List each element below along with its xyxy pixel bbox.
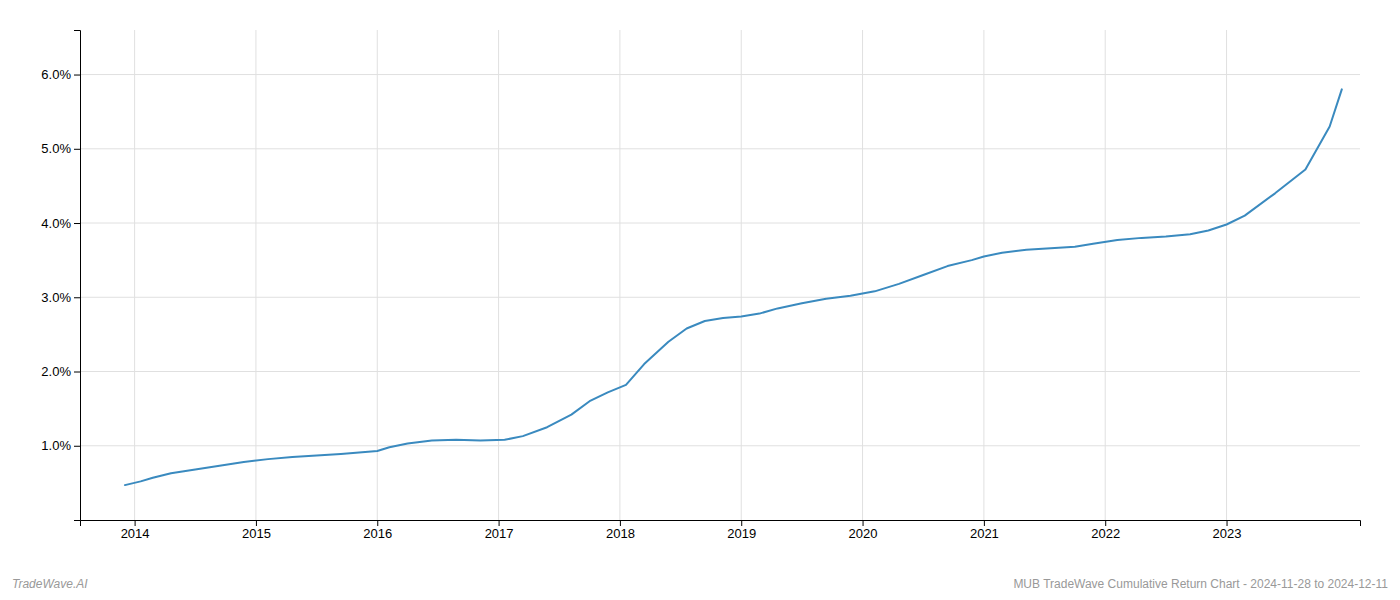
tick-label: 2022 — [1091, 526, 1120, 541]
tick-label: 1.0% — [41, 438, 71, 453]
tick: 2018 — [606, 520, 635, 541]
tick-label: 2023 — [1213, 526, 1242, 541]
grid-line — [862, 30, 863, 520]
tick-mark — [1105, 520, 1106, 526]
tick: 2017 — [485, 520, 514, 541]
tick-mark — [741, 520, 742, 526]
tick-mark — [499, 520, 500, 526]
grid-line — [1226, 30, 1227, 520]
tick-label: 2015 — [242, 526, 271, 541]
tick-label: 2.0% — [41, 364, 71, 379]
tick: 2014 — [121, 520, 150, 541]
watermark: TradeWave.AI — [12, 577, 88, 591]
tick: 2015 — [242, 520, 271, 541]
grid-line — [741, 30, 742, 520]
tick: 3.0% — [41, 290, 80, 305]
tick-label: 2021 — [970, 526, 999, 541]
tick-label: 2017 — [485, 526, 514, 541]
tick-mark — [620, 520, 621, 526]
tick: 2.0% — [41, 364, 80, 379]
tick: 5.0% — [41, 141, 80, 156]
tick-mark — [74, 75, 80, 76]
tick-mark — [863, 520, 864, 526]
tick-label: 4.0% — [41, 216, 71, 231]
tick-label: 2019 — [727, 526, 756, 541]
grid-line — [80, 445, 1360, 446]
tick: 2022 — [1091, 520, 1120, 541]
grid-line — [983, 30, 984, 520]
grid-line — [1105, 30, 1106, 520]
tick-label: 2014 — [121, 526, 150, 541]
tick: 2020 — [849, 520, 878, 541]
tick-mark — [135, 520, 136, 526]
grid-line — [80, 223, 1360, 224]
grid-line — [377, 30, 378, 520]
tick: 2019 — [727, 520, 756, 541]
tick-mark — [74, 297, 80, 298]
tick: 2021 — [970, 520, 999, 541]
line — [125, 89, 1342, 485]
chart: 2014 2015 2016 2017 2018 2019 2020 2021 2022 2023… — [0, 0, 1400, 600]
tick-mark — [74, 223, 80, 224]
tick: 6.0% — [41, 67, 80, 82]
tick-label: 2018 — [606, 526, 635, 541]
tick-mark — [377, 520, 378, 526]
tick-label: 6.0% — [41, 67, 71, 82]
grid-line — [80, 148, 1360, 149]
tick: 2016 — [363, 520, 392, 541]
tick-mark — [74, 149, 80, 150]
x-axis: 2014 2015 2016 2017 2018 2019 2020 2021 2022 2023 — [81, 520, 1361, 541]
tick-label: 5.0% — [41, 141, 71, 156]
tick: 2023 — [1213, 520, 1242, 541]
tick-mark — [984, 520, 985, 526]
grid-line — [498, 30, 499, 520]
grid — [80, 30, 1360, 520]
tick-label: 2016 — [363, 526, 392, 541]
grid-line — [80, 297, 1360, 298]
axis-line — [74, 31, 81, 521]
grid-line — [619, 30, 620, 520]
tick-mark — [1227, 520, 1228, 526]
tick-mark — [256, 520, 257, 526]
tick-label: 3.0% — [41, 290, 71, 305]
title: MUB TradeWave Cumulative Return Chart - … — [1013, 577, 1388, 591]
y-axis: 1.0% 2.0% 3.0% 4.0% 5.0% 6.0% — [41, 31, 80, 521]
tick-mark — [74, 372, 80, 373]
tick-mark — [74, 446, 80, 447]
tick-label: 2020 — [849, 526, 878, 541]
grid-line — [80, 74, 1360, 75]
grid-line — [134, 30, 135, 520]
grid-line — [80, 371, 1360, 372]
series — [125, 89, 1342, 485]
axis-line — [81, 521, 1361, 527]
tick: 1.0% — [41, 438, 80, 453]
grid-line — [255, 30, 256, 520]
plot: 2014 2015 2016 2017 2018 2019 2020 2021 2022 2023… — [41, 30, 1360, 541]
tick: 4.0% — [41, 216, 80, 231]
